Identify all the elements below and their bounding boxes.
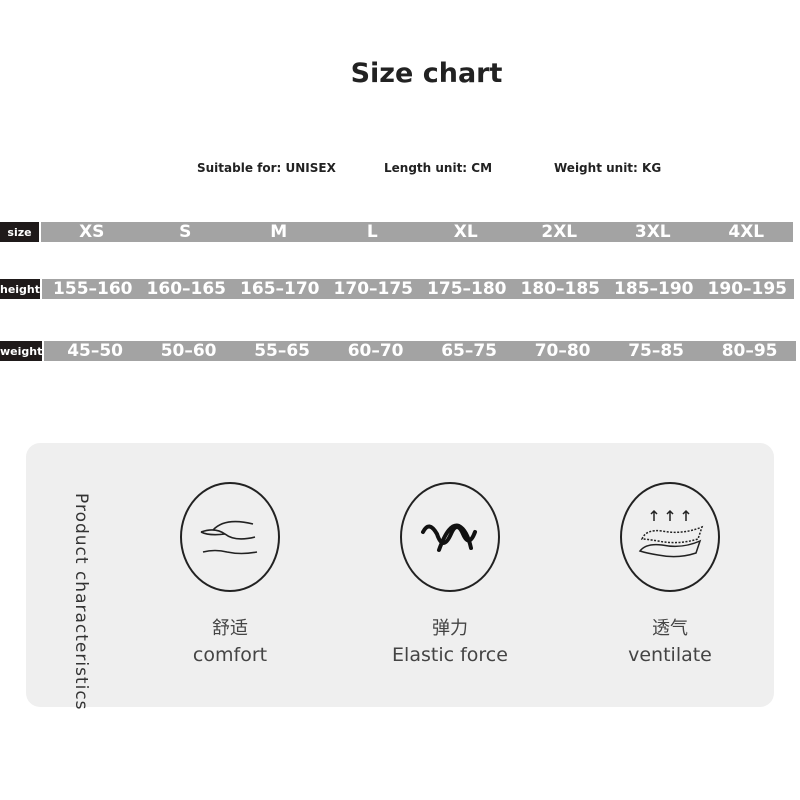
characteristics-heading: Product characteristics <box>71 493 91 711</box>
table-cell: 65–75 <box>441 341 498 361</box>
table-cell: XL <box>453 222 478 242</box>
table-cell: 2XL <box>541 222 578 242</box>
table-cell: S <box>179 222 192 242</box>
size-table-row: weight 45–50 50–60 55–65 60–70 65–75 70–80 75–8… <box>0 341 797 361</box>
row-values: 155–160 160–165 165–170 170–175 175–180 180–1… <box>42 279 795 299</box>
feature-cn-label: 弹力 <box>432 618 468 639</box>
table-cell: 190–195 <box>707 279 788 299</box>
feature-elastic: 弹力 Elastic force <box>370 482 530 666</box>
feature-comfort: 舒适 comfort <box>150 482 310 666</box>
feature-cn-label: 透气 <box>652 618 688 639</box>
hand-comfort-icon <box>180 482 280 592</box>
table-cell: M <box>270 222 288 242</box>
table-cell: L <box>366 222 378 242</box>
table-cell: 45–50 <box>67 341 124 361</box>
row-label: height <box>0 279 41 299</box>
elastic-wave-icon <box>400 482 500 592</box>
length-unit: Length unit: CM <box>384 161 493 175</box>
table-cell: 3XL <box>634 222 671 242</box>
table-cell: 165–170 <box>240 279 320 299</box>
feature-cn-label: 舒适 <box>212 618 248 639</box>
table-cell: 80–95 <box>721 341 778 361</box>
row-label: size <box>0 222 39 242</box>
suitable-for: Suitable for: UNISEX <box>197 161 336 175</box>
table-cell: 155–160 <box>53 279 133 299</box>
table-cell: 50–60 <box>160 341 217 361</box>
table-cell: 175–180 <box>427 279 507 299</box>
row-values: XS S M L XL 2XL 3XL 4XL <box>41 222 793 242</box>
table-cell: 4XL <box>728 222 765 242</box>
table-cell: 185–190 <box>614 279 694 299</box>
feature-en-label: ventilate <box>628 644 712 666</box>
page-title: Size chart <box>350 58 503 89</box>
row-values: 45–50 50–60 55–65 60–70 65–75 70–80 75–85 80–95 <box>44 341 797 361</box>
table-cell: 60–70 <box>347 341 404 361</box>
table-cell: 75–85 <box>628 341 685 361</box>
row-label: weight <box>0 341 43 361</box>
breathable-fabric-icon <box>620 482 720 592</box>
feature-en-label: Elastic force <box>392 644 508 666</box>
table-cell: 170–175 <box>333 279 414 299</box>
feature-en-label: comfort <box>192 644 268 666</box>
weight-unit: Weight unit: KG <box>554 161 662 175</box>
table-cell: 160–165 <box>146 279 227 299</box>
table-cell: 55–65 <box>254 341 311 361</box>
table-cell: XS <box>79 222 105 242</box>
size-table-row: height 155–160 160–165 165–170 170–175 175–18… <box>0 279 795 299</box>
feature-ventilate: 透气 ventilate <box>590 482 750 666</box>
size-table-row: size XS S M L XL 2XL 3XL 4XL <box>0 222 793 242</box>
table-cell: 180–185 <box>520 279 601 299</box>
table-cell: 70–80 <box>534 341 591 361</box>
